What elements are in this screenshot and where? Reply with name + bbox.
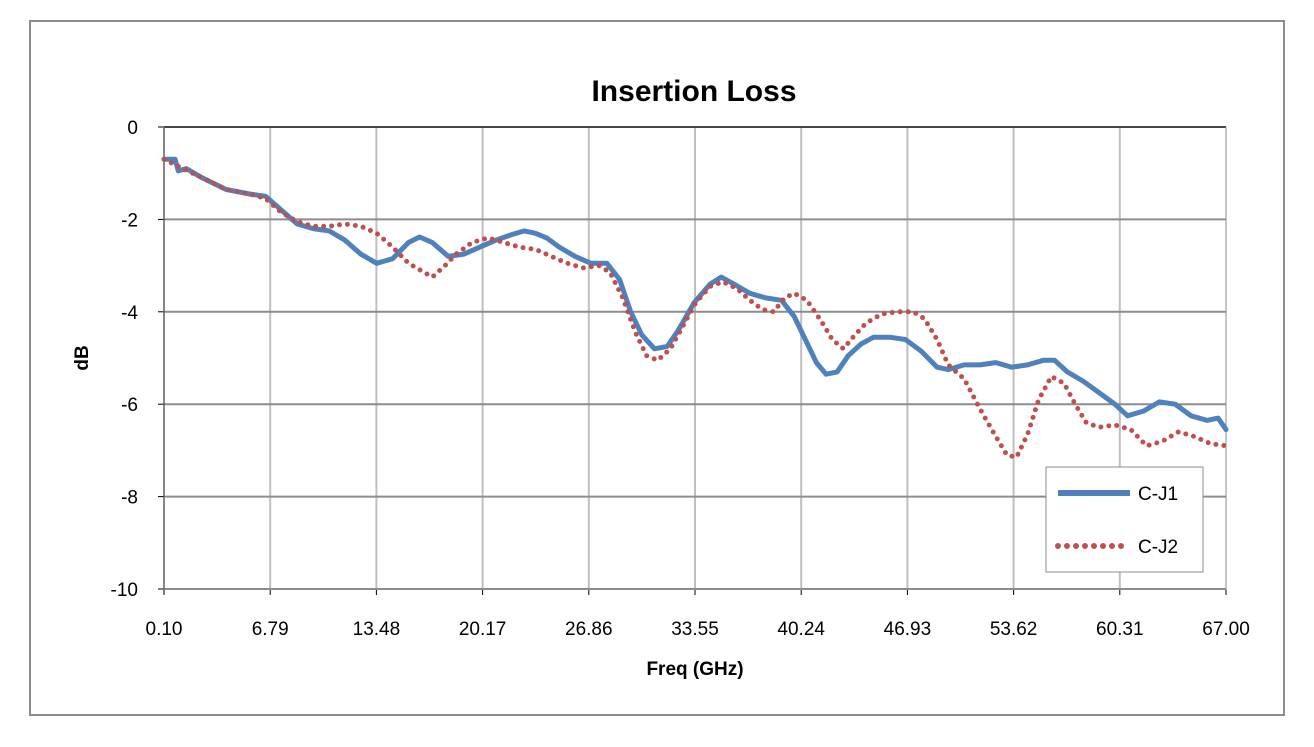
legend: C-J1 C-J2 bbox=[1045, 466, 1204, 573]
plot-area bbox=[163, 126, 1227, 590]
y-tick-labels: 0 -2 -4 -6 -8 -10 bbox=[111, 118, 139, 601]
series-line-c-j1 bbox=[161, 156, 1229, 433]
y-tick-label: -2 bbox=[121, 210, 138, 231]
legend-label-c-j2: C-J2 bbox=[1138, 537, 1178, 558]
y-tick-label: -10 bbox=[111, 580, 138, 601]
x-tick-label: 46.93 bbox=[884, 619, 932, 640]
legend-label-c-j1: C-J1 bbox=[1138, 484, 1178, 505]
y-tick-label: -4 bbox=[121, 303, 138, 324]
x-tick-label: 60.31 bbox=[1096, 619, 1144, 640]
chart-title: Insertion Loss bbox=[591, 75, 796, 108]
x-tick-label: 0.10 bbox=[146, 619, 183, 640]
x-tick-label: 40.24 bbox=[777, 619, 825, 640]
y-axis-label: dB bbox=[72, 345, 93, 370]
x-axis-label: Freq (GHz) bbox=[646, 659, 743, 680]
x-tick-label: 33.55 bbox=[671, 619, 719, 640]
x-tick-label: 6.79 bbox=[252, 619, 289, 640]
x-tick-label: 13.48 bbox=[353, 619, 401, 640]
series-line-c-j2 bbox=[161, 156, 1229, 460]
x-tick-label: 67.00 bbox=[1202, 619, 1250, 640]
x-tick-label: 53.62 bbox=[990, 619, 1038, 640]
x-tick-labels: 0.10 6.79 13.48 20.17 26.86 33.55 40.24 46.93 53… bbox=[146, 619, 1250, 640]
legend-box bbox=[1045, 466, 1204, 573]
y-tick-label: 0 bbox=[127, 118, 138, 139]
y-tick-label: -6 bbox=[121, 395, 138, 416]
x-tick-label: 20.17 bbox=[459, 619, 507, 640]
chart-border bbox=[29, 20, 1285, 716]
y-tick-label: -8 bbox=[121, 488, 138, 509]
x-tick-label: 26.86 bbox=[565, 619, 613, 640]
series-lines bbox=[161, 156, 1229, 460]
